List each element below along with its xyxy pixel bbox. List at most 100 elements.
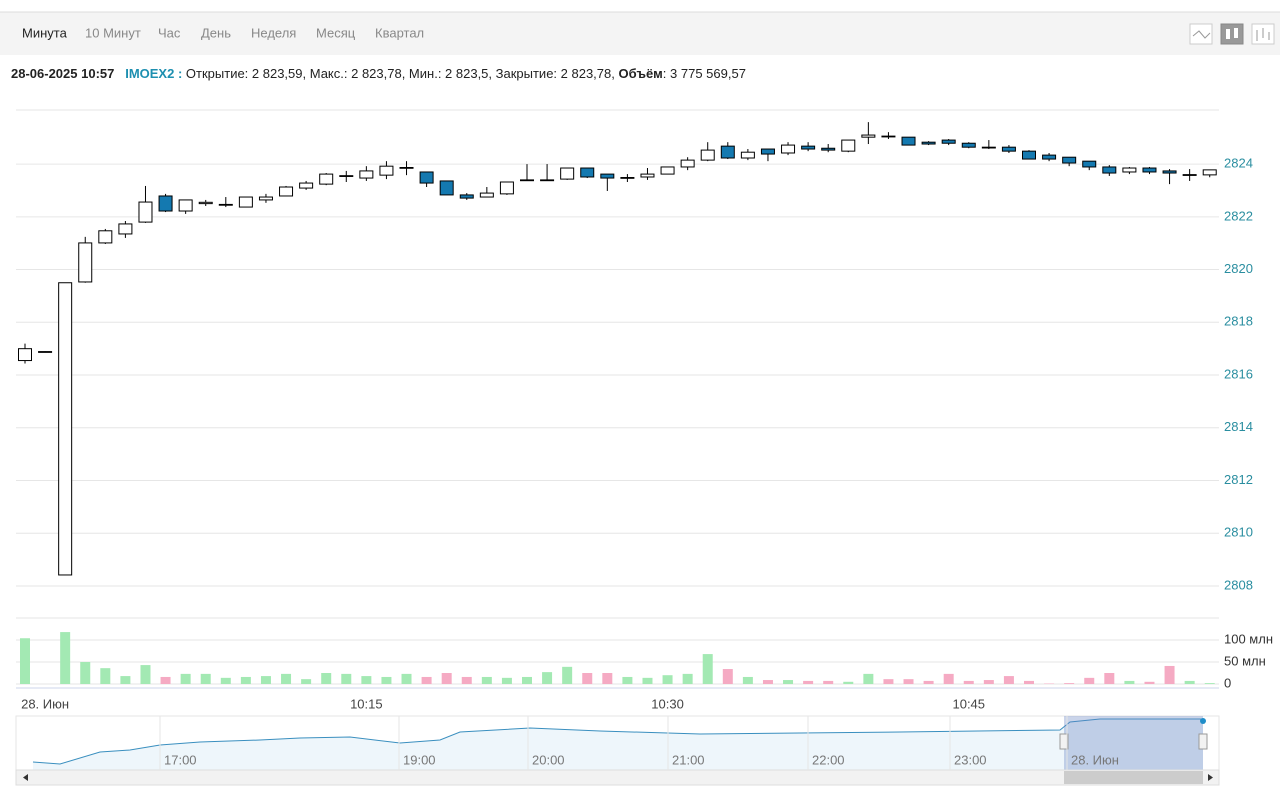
volume-bar: [662, 675, 673, 684]
tab[interactable]: День: [201, 25, 231, 40]
candle-body: [1162, 170, 1177, 174]
scrollbar[interactable]: [15, 769, 1220, 786]
volume-tick-label: 0: [1224, 675, 1231, 690]
candle-body: [78, 242, 93, 283]
candle-body: [1042, 154, 1057, 160]
datetime: 28-06-2025 10:57: [11, 66, 115, 81]
volume-bar: [461, 676, 472, 684]
volume-bar: [301, 679, 312, 684]
volume-bar: [281, 673, 292, 684]
tab[interactable]: Минута: [22, 25, 68, 40]
volume-bar: [341, 673, 352, 684]
navigator: [15, 715, 1220, 786]
candle-icon[interactable]: [1220, 23, 1244, 45]
candle-body: [1182, 174, 1197, 176]
volume-bar: [722, 669, 733, 684]
volume-bar: [1204, 683, 1215, 684]
candle-body: [1102, 166, 1117, 174]
volume-bar: [1024, 680, 1034, 684]
tab[interactable]: Квартал: [375, 25, 424, 40]
candle-body: [1062, 156, 1077, 164]
candle-body: [560, 167, 575, 180]
volume-bar: [622, 676, 633, 684]
volume-bar: [140, 665, 151, 684]
volume-bar: [381, 676, 392, 684]
volume-bar: [1084, 677, 1095, 684]
navigator-label: 21:00: [672, 752, 705, 767]
candle-body: [520, 179, 534, 182]
volume-bar: [501, 677, 512, 684]
candle-body: [439, 180, 454, 196]
volume-bar: [883, 679, 894, 684]
candle-body: [680, 159, 695, 168]
candle-body: [1142, 167, 1157, 173]
volume-bar: [903, 679, 914, 684]
tab[interactable]: Неделя: [251, 25, 296, 40]
tab[interactable]: Час: [158, 25, 181, 40]
x-tick-label: 10:45: [952, 696, 985, 711]
volume-bar: [1124, 680, 1135, 684]
volume-bar: [220, 677, 231, 684]
volume-bar: [943, 673, 954, 684]
volume-bar: [642, 677, 653, 684]
candle-body: [861, 134, 876, 138]
candle-body: [1022, 150, 1036, 160]
volume-bar: [1164, 665, 1175, 684]
candle-body: [258, 196, 273, 201]
candle-body: [178, 199, 193, 212]
x-tick-label: 28. Июн: [21, 696, 69, 711]
volume-bar: [80, 662, 91, 684]
x-tick-label: 10:15: [350, 696, 383, 711]
candle-body: [821, 147, 836, 151]
candle-body: [38, 351, 53, 353]
volume-bar: [260, 676, 271, 684]
volume-bar: [783, 680, 794, 684]
volume-bar: [522, 676, 532, 684]
volume-bar: [1003, 676, 1014, 684]
candle-body: [760, 148, 775, 155]
info-line: 28-06-2025 10:57 IMOEX2 : Открытие: 2 82…: [11, 66, 746, 81]
candle-body: [961, 142, 976, 148]
candle-body: [781, 144, 796, 154]
volume-bar: [180, 673, 191, 684]
candle-body: [801, 145, 816, 150]
volume-tick-label: 100 млн: [1224, 631, 1273, 646]
volume-bar: [863, 673, 874, 684]
y-tick-label: 2818: [1224, 314, 1253, 329]
candle-body: [700, 149, 715, 161]
navigator-label: 19:00: [403, 752, 436, 767]
candle-body: [118, 223, 133, 235]
volume-bar: [481, 676, 492, 684]
y-tick-label: 2812: [1224, 472, 1253, 487]
volume-bar: [321, 673, 332, 684]
ticker: IMOEX2 :: [125, 66, 183, 81]
navigator-label: 20:00: [532, 752, 565, 767]
volume-value: : 3 775 569,57: [662, 66, 746, 81]
candle-body: [58, 282, 73, 576]
volume-bar: [60, 632, 71, 684]
volume-bar: [582, 673, 593, 684]
volume-bar: [923, 680, 934, 684]
volume-bar: [120, 676, 131, 684]
candle-body: [299, 182, 314, 189]
volume-bar: [702, 654, 713, 684]
tab[interactable]: 10 Минут: [85, 25, 141, 40]
candle-body: [981, 146, 996, 149]
candle-body: [921, 141, 936, 145]
volume-tick-label: 50 млн: [1224, 653, 1266, 668]
tab[interactable]: Месяц: [316, 25, 356, 40]
candle-body: [399, 166, 414, 169]
candle-body: [379, 165, 394, 176]
volume-bar: [361, 676, 372, 684]
volume-bar: [1144, 681, 1155, 684]
navigator-label: 23:00: [954, 752, 987, 767]
candle-body: [660, 166, 675, 175]
candle-body: [540, 179, 555, 182]
volume-bar: [983, 680, 994, 684]
candle-body: [1082, 160, 1097, 168]
volume-bar: [742, 676, 753, 684]
candle-body: [499, 181, 514, 195]
y-tick-label: 2824: [1224, 156, 1253, 171]
volume-bar: [100, 668, 111, 684]
